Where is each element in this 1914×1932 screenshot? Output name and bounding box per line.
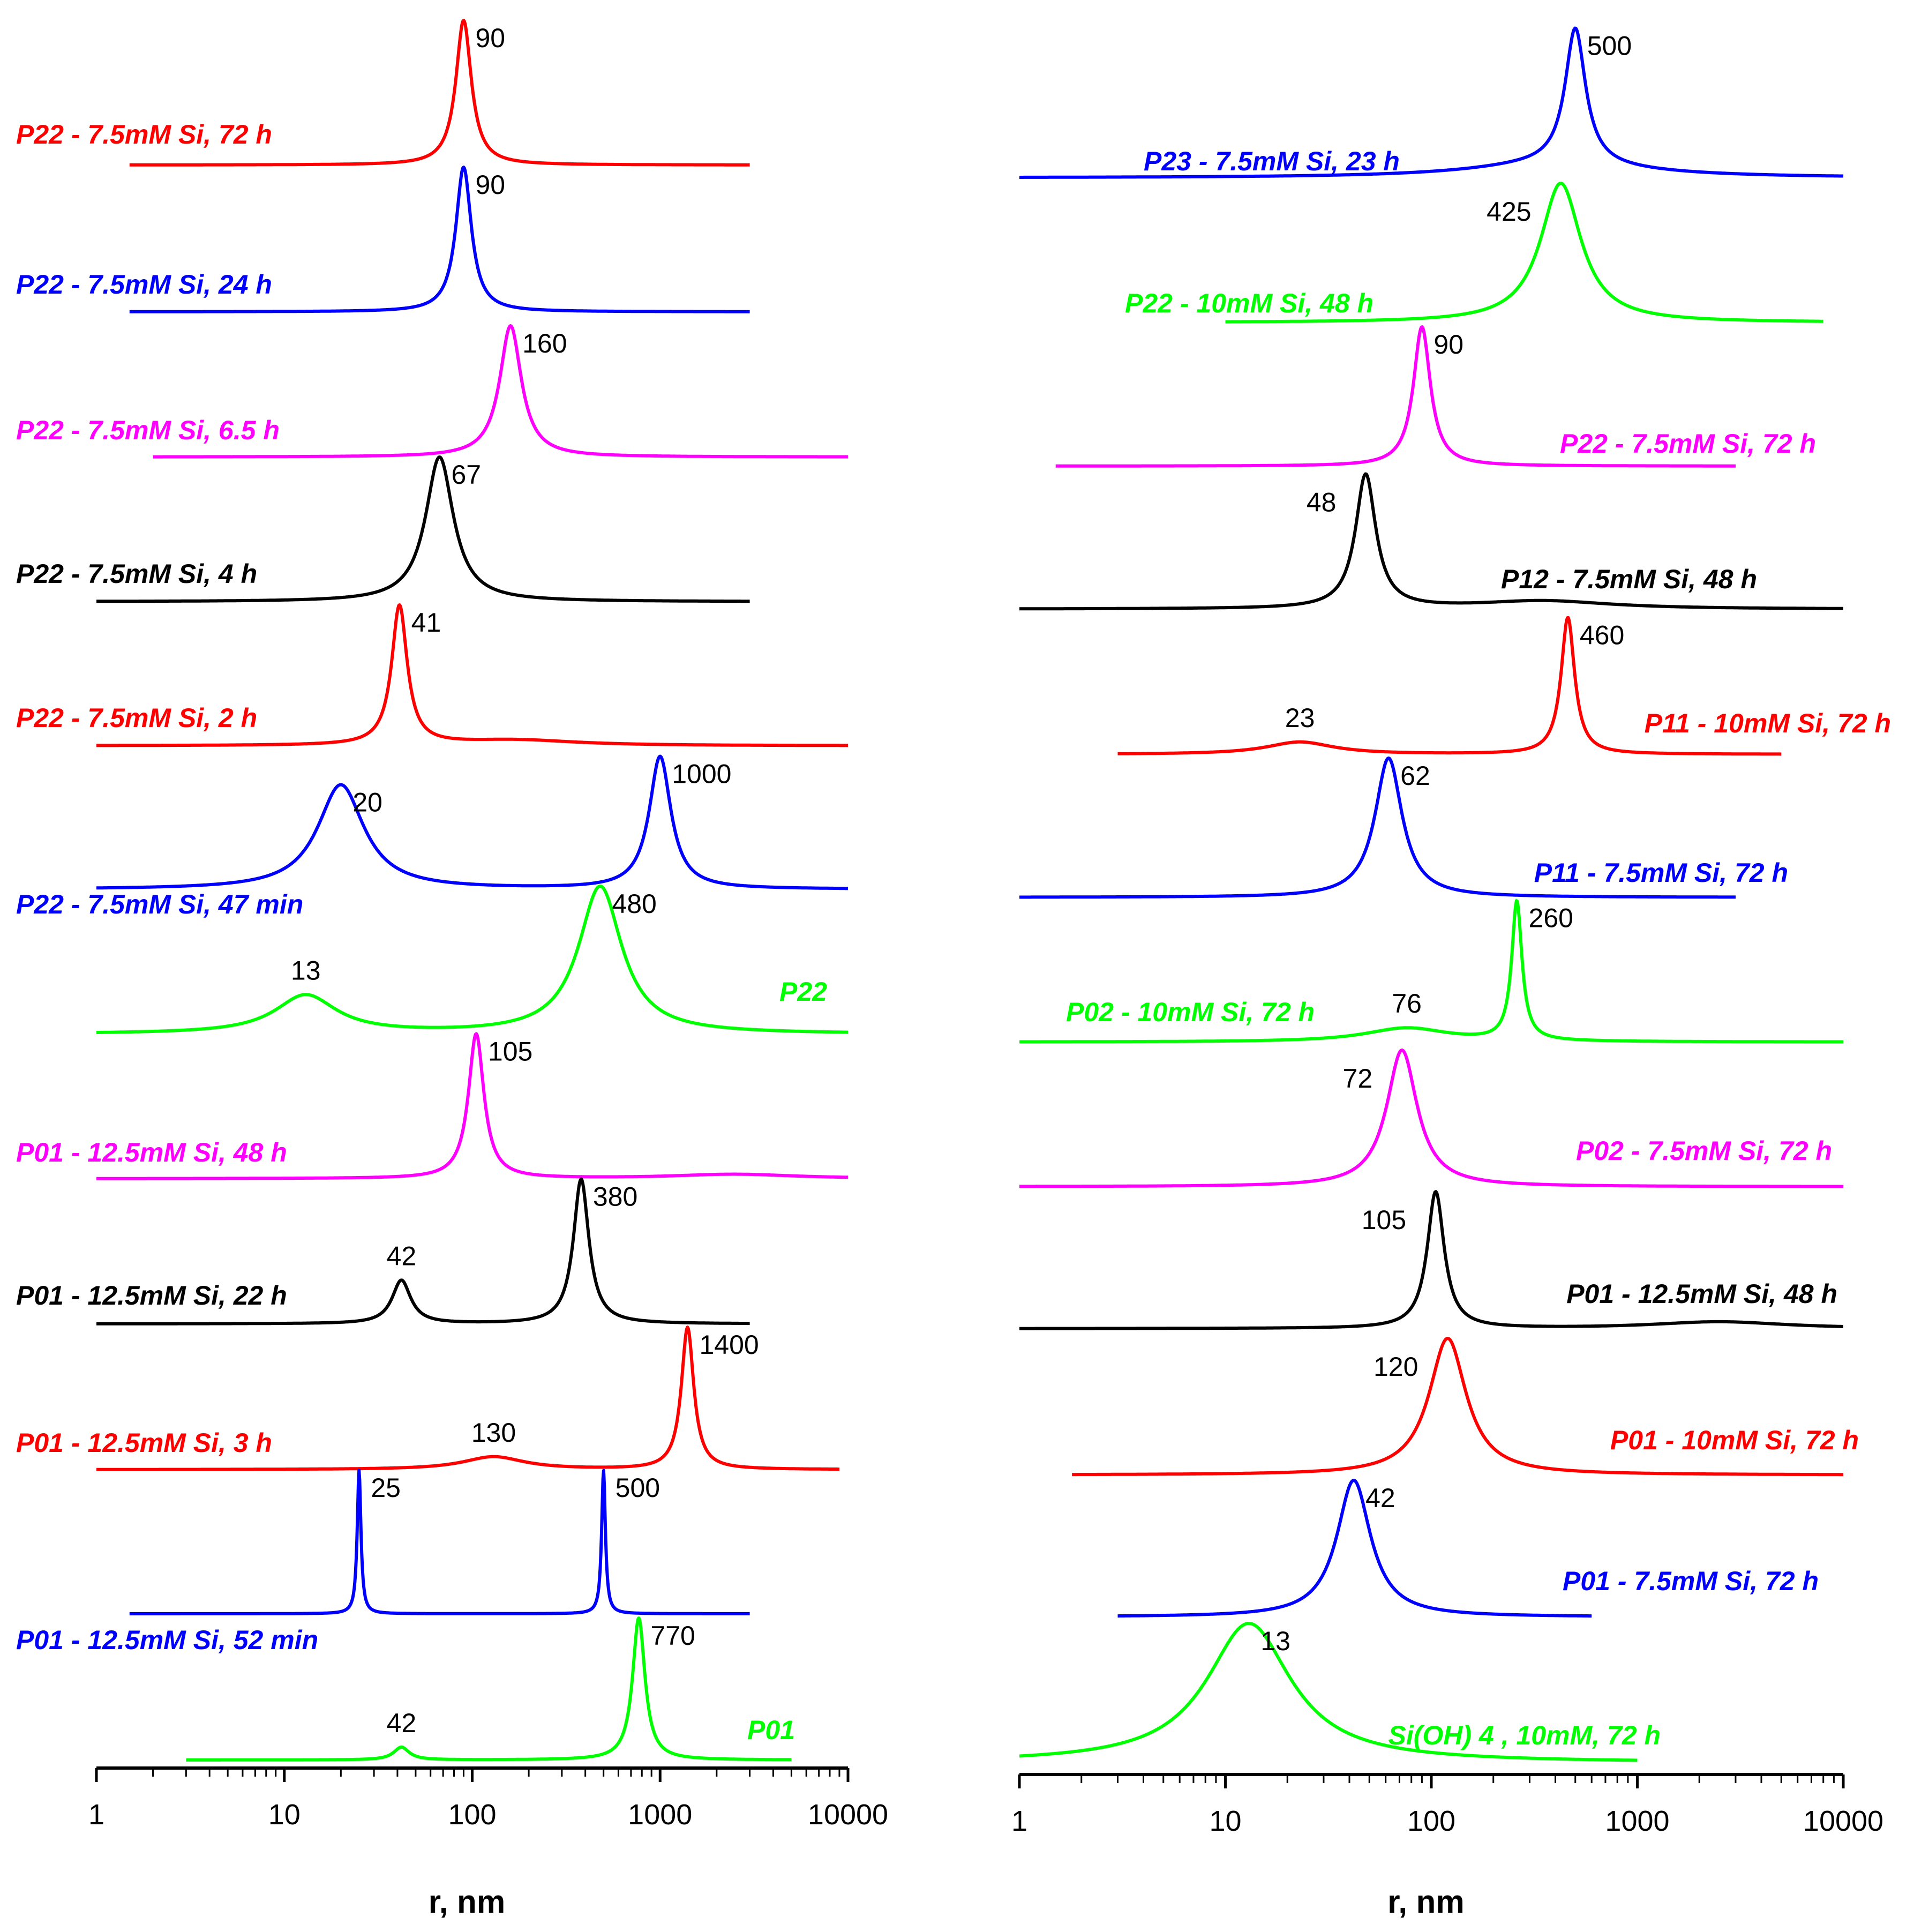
- peak-label: 120: [1373, 1352, 1418, 1382]
- series-label: P22 - 7.5mM Si, 72 h: [1560, 429, 1816, 459]
- x-tick-label: 100: [1407, 1805, 1455, 1837]
- peak-label: 1400: [700, 1330, 759, 1360]
- right-panel: 1 10 100 1000 10000 r, nm 500 P23 - 7.5mM Si, 2…: [1011, 26, 1891, 1920]
- peak-label: 425: [1487, 197, 1531, 227]
- peak-label: 72: [1343, 1064, 1373, 1094]
- series-curve: [1018, 1622, 1639, 1762]
- series-label: P01 - 12.5mM Si, 52 min: [16, 1625, 318, 1655]
- x-tick-label: 1: [88, 1799, 104, 1831]
- series-curve: [1018, 26, 1844, 179]
- series-curve: [129, 1469, 751, 1615]
- series-curve: [129, 166, 751, 313]
- series-curve: [95, 455, 751, 603]
- peak-label: 460: [1580, 620, 1624, 650]
- series-curve: [1116, 1479, 1593, 1618]
- series-label: P22 - 10mM Si, 48 h: [1125, 288, 1373, 318]
- series-curve: [95, 754, 849, 890]
- peak-label: 13: [1260, 1626, 1290, 1656]
- peak-label: 130: [471, 1418, 516, 1448]
- series-label: P22 - 7.5mM Si, 2 h: [16, 703, 257, 733]
- peak-label: 48: [1307, 487, 1337, 517]
- peak-label: 480: [612, 889, 656, 919]
- peak-label: 105: [488, 1036, 532, 1066]
- peak-label: 380: [593, 1182, 637, 1212]
- x-tick-label: 10: [1209, 1805, 1241, 1837]
- series-label: P11 - 7.5mM Si, 72 h: [1534, 858, 1788, 888]
- series-label: P01 - 12.5mM Si, 48 h: [1566, 1279, 1837, 1309]
- series-label: P22 - 7.5mM Si, 72 h: [16, 119, 272, 149]
- peak-label: 105: [1362, 1205, 1406, 1235]
- peak-label: 42: [387, 1708, 417, 1738]
- peak-label: 25: [371, 1473, 401, 1503]
- peak-label: 76: [1392, 989, 1422, 1019]
- series-label: P01 - 12.5mM Si, 48 h: [16, 1137, 287, 1167]
- series-label: P01 - 12.5mM Si, 22 h: [16, 1280, 287, 1311]
- series-curve: [1071, 1337, 1844, 1477]
- series-label: P12 - 7.5mM Si, 48 h: [1501, 564, 1757, 594]
- series-curve: [95, 1177, 751, 1326]
- series-curve: [95, 884, 849, 1034]
- series-label: P02 - 7.5mM Si, 72 h: [1576, 1136, 1832, 1166]
- peak-label: 90: [475, 170, 505, 200]
- peak-label: 90: [1433, 330, 1463, 360]
- peak-label: 260: [1529, 903, 1573, 933]
- series-curve: [1018, 757, 1737, 899]
- peak-label: 42: [387, 1241, 417, 1271]
- series-curve: [185, 1616, 793, 1762]
- peak-label: 42: [1365, 1483, 1395, 1513]
- peak-label: 90: [475, 23, 505, 53]
- peak-label: 23: [1285, 703, 1315, 733]
- x-axis-title: r, nm: [429, 1884, 505, 1920]
- series-label: P02 - 10mM Si, 72 h: [1066, 997, 1315, 1027]
- series-curve: [1018, 1190, 1844, 1330]
- x-tick-label: 100: [448, 1799, 496, 1831]
- series-curve: [1055, 325, 1737, 468]
- peak-label: 20: [352, 788, 382, 818]
- peak-label: 67: [451, 460, 481, 490]
- series-curve: [152, 324, 849, 459]
- x-tick-label: 1000: [1605, 1805, 1669, 1837]
- series-curve: [95, 1326, 840, 1471]
- series-label: P01 - 10mM Si, 72 h: [1610, 1425, 1859, 1455]
- series-curve: [95, 603, 849, 747]
- x-tick-label: 1000: [628, 1799, 692, 1831]
- series-label: P23 - 7.5mM Si, 23 h: [1144, 146, 1400, 176]
- x-tick-label: 1: [1011, 1805, 1027, 1837]
- x-tick-label: 10000: [1803, 1805, 1883, 1837]
- series-curve: [129, 19, 751, 167]
- series-curve: [1224, 182, 1825, 324]
- series-label: P01 - 12.5mM Si, 3 h: [16, 1428, 272, 1458]
- series-curve: [1018, 1049, 1844, 1188]
- series-curve: [1116, 616, 1782, 756]
- peak-label: 500: [1587, 31, 1632, 61]
- peak-label: 41: [411, 608, 441, 638]
- peak-label: 62: [1400, 761, 1430, 791]
- peak-label: 1000: [672, 759, 731, 789]
- peak-label: 500: [616, 1473, 660, 1503]
- series-label: P22 - 7.5mM Si, 24 h: [16, 269, 272, 299]
- series-label: P22 - 7.5mM Si, 47 min: [16, 889, 303, 919]
- series-label: P22 - 7.5mM Si, 6.5 h: [16, 415, 280, 445]
- x-tick-label: 10: [268, 1799, 301, 1831]
- series-curve: [95, 1032, 849, 1180]
- series-label: P22 - 7.5mM Si, 4 h: [16, 559, 257, 589]
- series-label: P01 - 7.5mM Si, 72 h: [1563, 1566, 1819, 1596]
- series-label: P11 - 10mM Si, 72 h: [1645, 708, 1891, 738]
- left-panel: 1 10 100 1000 10000 r, nm 90 P22 - 7.5mM Si, 72…: [16, 19, 888, 1920]
- peak-label: 13: [291, 955, 321, 985]
- series-label: P01: [747, 1715, 795, 1745]
- peak-label: 770: [650, 1621, 695, 1651]
- series-curve: [1018, 899, 1844, 1044]
- peak-label: 160: [522, 328, 567, 358]
- x-tick-label: 10000: [808, 1799, 888, 1831]
- series-curve: [1018, 472, 1844, 611]
- series-label: Si(OH) 4 , 10mM, 72 h: [1388, 1720, 1661, 1750]
- x-axis-title: r, nm: [1387, 1884, 1464, 1920]
- series-label: P22: [779, 977, 827, 1007]
